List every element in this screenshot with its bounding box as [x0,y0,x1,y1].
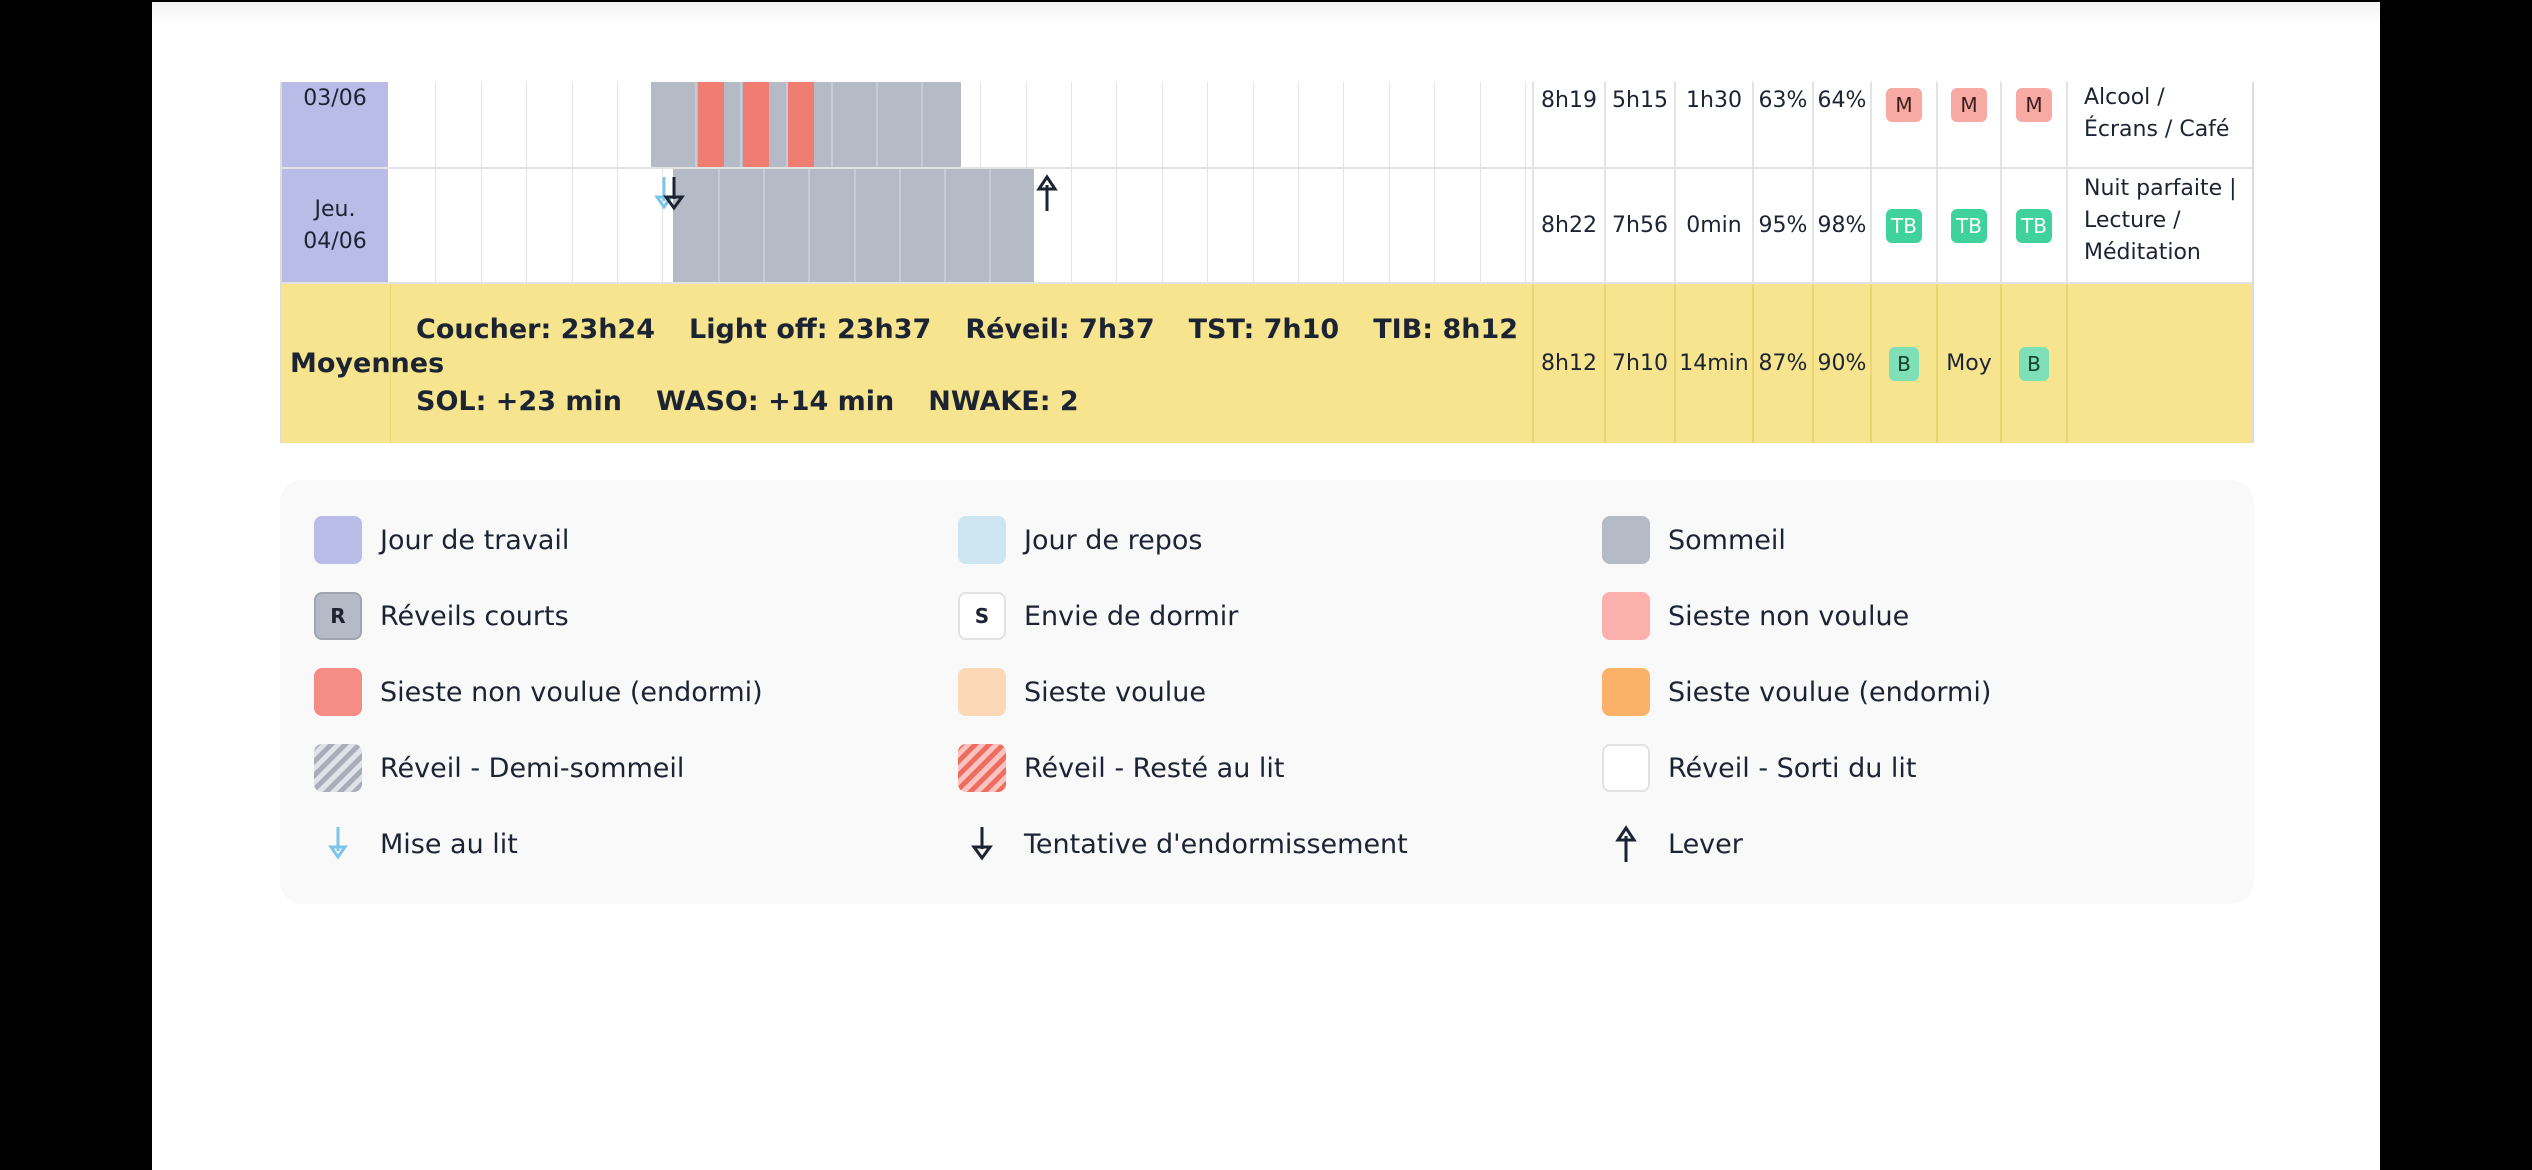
rating-badge: TB [1886,208,1922,243]
day-date: 04/06 [303,228,367,254]
tst-cell: 7h56 [1604,169,1674,282]
get-up-arrow-icon [1036,174,1058,211]
sleep-swatch [1602,516,1650,564]
sq-cell: 90% [1812,284,1870,443]
legend-item: Mise au lit [314,818,518,870]
legend-item: Sieste voulue [958,666,1206,718]
wake-in-bed-bar [698,82,724,167]
waso-cell: 0min [1674,169,1752,282]
rating-badge: M [2016,88,2052,122]
rest-day-swatch [958,516,1006,564]
page: 03/06 8h19 5h15 1h30 63% 64% M [152,2,2380,1170]
short-wake-swatch: R [314,592,362,640]
rating-badge: TB [2016,208,2052,243]
rating-badge: TB [1951,208,1987,243]
averages-label: Moyennes [290,348,445,379]
table-row: 03/06 8h19 5h15 1h30 63% 64% M [282,82,2252,169]
legend-item: Réveil - Sorti du lit [1602,742,1917,794]
sq-cell: 98% [1812,169,1870,282]
day-cell: Jeu. 04/06 [282,169,390,282]
metrics: 8h19 5h15 1h30 63% 64% M M M Alcool / Éc… [1532,82,2252,167]
tib-cell: 8h22 [1532,169,1604,282]
sleep-diary-table: 03/06 8h19 5h15 1h30 63% 64% M [280,82,2254,443]
rating-badge: B [1889,346,1919,381]
se-cell: 87% [1752,284,1812,443]
legend-item: Tentative d'endormissement [958,818,1408,870]
hour-grid [390,82,1526,167]
bedtime-arrow-icon [328,827,348,860]
legend-item: Jour de travail [314,514,569,566]
day-name: Jeu. [314,196,356,222]
wanted-nap-swatch [958,668,1006,716]
averages-summary-line: SOL: +23 min WASO: +14 min NWAKE: 2 [416,386,1079,417]
legend-item: Réveil - Resté au lit [958,742,1285,794]
work-day-swatch [314,516,362,564]
day-cell: 03/06 [282,82,390,167]
tib-cell: 8h12 [1532,284,1604,443]
metrics: 8h22 7h56 0min 95% 98% TB TB TB Nuit par… [1532,169,2252,282]
unwanted-nap-swatch [1602,592,1650,640]
rating-badge: M [1951,88,1987,122]
sleep-block [673,169,1034,282]
sleep-attempt-arrow-icon [663,177,685,211]
legend-item: Réveil - Demi-sommeil [314,742,684,794]
tst-cell: 7h10 [1604,284,1674,443]
bedtime-arrow-icon [654,177,674,210]
wanted-nap-asleep-swatch [1602,668,1650,716]
legend-item: R Réveils courts [314,590,569,642]
got-out-of-bed-swatch [1602,744,1650,792]
legend-panel: Jour de travail R Réveils courts Sieste … [280,480,2254,904]
waso-cell: 1h30 [1674,82,1752,167]
averages-summary-line: Coucher: 23h24 Light off: 23h37 Réveil: … [416,314,1519,345]
se-cell: 63% [1752,82,1812,167]
metrics: 8h12 7h10 14min 87% 90% B Moy B [1532,284,2252,443]
se-cell: 95% [1752,169,1812,282]
legend-item: S Envie de dormir [958,590,1238,642]
waso-cell: 14min [1674,284,1752,443]
get-up-arrow-icon [1615,825,1637,862]
tst-cell: 5h15 [1604,82,1674,167]
legend-item: Jour de repos [958,514,1202,566]
tib-cell: 8h19 [1532,82,1604,167]
legend-item: Sieste non voulue (endormi) [314,666,763,718]
unwanted-nap-asleep-swatch [314,668,362,716]
legend-item: Sieste non voulue [1602,590,1909,642]
comment-cell: Nuit parfaite | Lecture / Méditation [2066,169,2252,282]
wake-in-bed-bar [788,82,814,167]
half-sleep-swatch [314,744,362,792]
sq-cell: 64% [1812,82,1870,167]
legend-item: Sieste voulue (endormi) [1602,666,1991,718]
sleep-attempt-arrow-icon [971,827,993,861]
wake-in-bed-bar [743,82,769,167]
stayed-in-bed-swatch [958,744,1006,792]
legend-item: Lever [1602,818,1743,870]
legend-item: Sommeil [1602,514,1786,566]
averages-row: Moyennes Coucher: 23h24 Light off: 23h37… [282,284,2252,443]
comment-cell: Alcool / Écrans / Café [2066,82,2252,167]
rating-text: Moy [1936,284,2000,443]
table-row: Jeu. 04/06 [282,169,2252,284]
rating-badge: B [2019,346,2049,381]
rating-badge: M [1886,88,1922,122]
hour-grid [390,169,1526,282]
sleepiness-swatch: S [958,592,1006,640]
day-date: 03/06 [303,86,367,111]
